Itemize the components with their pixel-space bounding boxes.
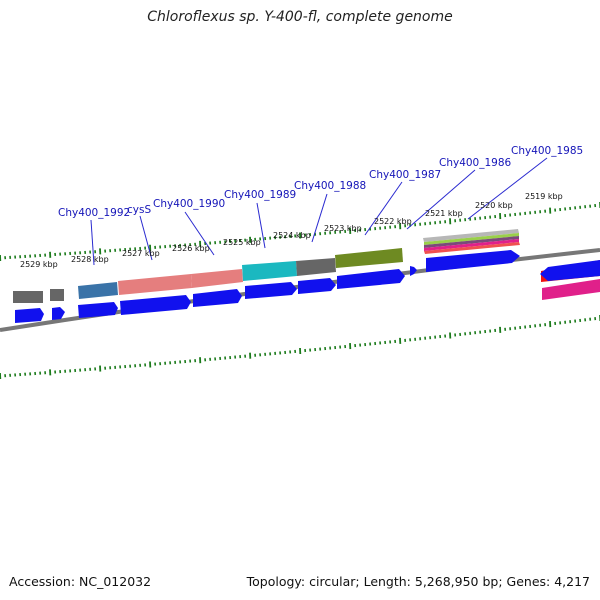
cds-arrow <box>193 289 242 307</box>
olive-feature <box>335 248 403 268</box>
ruler-label: 2524 kbp <box>273 231 311 240</box>
inner-ruler <box>0 315 600 380</box>
ruler-label: 2525 kbp <box>223 238 261 247</box>
cds-arrow <box>15 308 44 323</box>
gene-label-line <box>467 157 548 220</box>
gene-label: Chy400_1992 <box>58 207 130 219</box>
cds-arrow <box>52 307 65 320</box>
cds-track <box>15 250 600 323</box>
gene-label-lines <box>90 157 548 266</box>
gray-feature <box>13 291 43 303</box>
ruler-label: 2519 kbp <box>525 192 563 201</box>
magenta-feature <box>542 279 600 300</box>
ruler-label: 2523 kbp <box>324 224 362 233</box>
gray-feature <box>296 258 336 276</box>
topology-text: Topology: circular; Length: 5,268,950 bp… <box>246 574 590 589</box>
gene-label-line <box>256 202 266 249</box>
salmon-feature <box>191 269 243 288</box>
map-title: Chloroflexus sp. Y-400-fl, complete geno… <box>147 9 453 25</box>
stacked-features <box>423 229 520 254</box>
ruler-label: 2521 kbp <box>425 209 463 218</box>
outer-ruler <box>0 202 600 262</box>
gene-label: cysS <box>127 204 151 216</box>
ruler-label: 2527 kbp <box>122 249 160 258</box>
ruler-label: 2522 kbp <box>374 217 412 226</box>
gray-feature <box>50 289 64 301</box>
gene-label: Chy400_1990 <box>153 198 225 210</box>
gene-label-line <box>364 181 403 236</box>
ruler-label: 2526 kbp <box>172 244 210 253</box>
ruler-label: 2529 kbp <box>20 260 58 269</box>
gene-label: Chy400_1988 <box>294 180 366 192</box>
gene-label: Chy400_1986 <box>439 157 512 169</box>
gene-label-line <box>184 211 215 256</box>
gene-label-line <box>311 193 328 243</box>
cds-arrow <box>245 282 297 299</box>
ruler-label: 2528 kbp <box>71 255 109 264</box>
cds-arrow <box>298 278 336 294</box>
gene-label: Chy400_1987 <box>369 169 441 181</box>
ruler-label: 2520 kbp <box>475 201 513 210</box>
gene-label: Chy400_1989 <box>224 189 296 201</box>
cds-arrow <box>540 260 600 281</box>
gene-label: Chy400_1985 <box>511 145 583 157</box>
cds-arrow <box>78 302 118 318</box>
cds-arrow <box>410 266 417 276</box>
gene-label-line <box>90 219 95 266</box>
salmon-feature <box>118 274 192 295</box>
cds-arrow <box>426 250 520 272</box>
gene-label-line <box>406 169 476 230</box>
cds-arrow <box>120 295 191 315</box>
accession-text: Accession: NC_012032 <box>9 574 152 589</box>
gene-label-line <box>139 215 153 261</box>
steel-feature <box>78 282 118 299</box>
cds-arrow <box>337 269 405 289</box>
cyan-feature <box>242 261 297 281</box>
